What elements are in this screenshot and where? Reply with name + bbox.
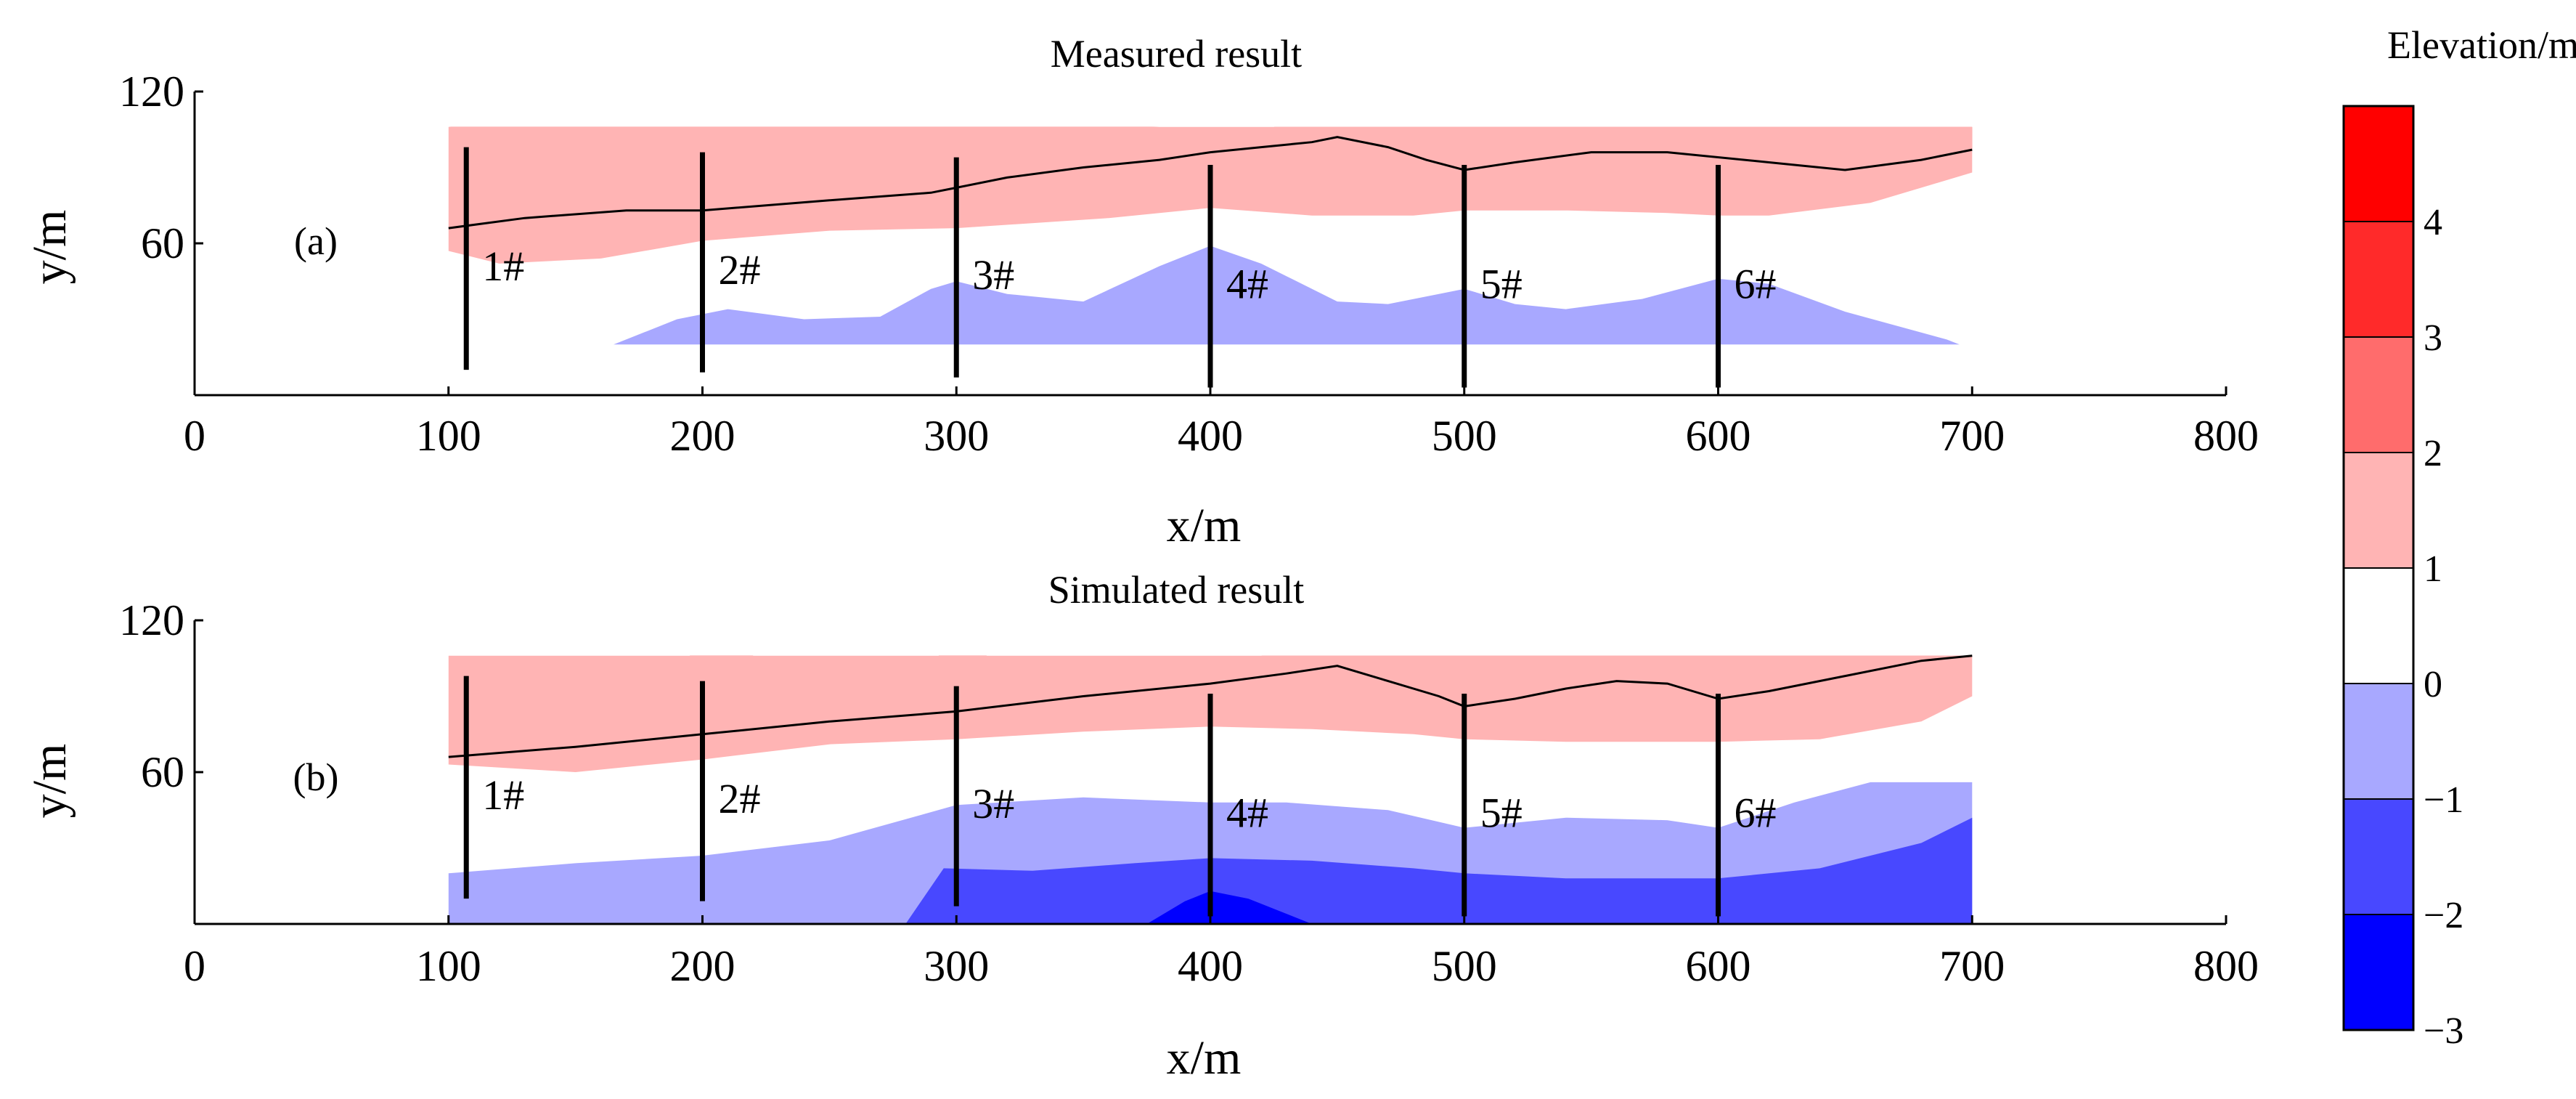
well-label: 3# <box>972 251 1014 299</box>
well-label: 4# <box>1226 789 1268 836</box>
contour-band <box>905 817 1973 924</box>
colorbar-segment <box>2344 222 2413 337</box>
x-tick-label: 0 <box>184 412 205 460</box>
colorbar-tick-label: −2 <box>2424 895 2463 936</box>
well-label: 3# <box>972 780 1014 827</box>
y-axis-label: y/m <box>23 744 76 819</box>
x-tick-label: 100 <box>416 942 481 990</box>
well-label: 6# <box>1735 789 1777 836</box>
x-tick-label: 300 <box>924 412 989 460</box>
colorbar-title: Elevation/m <box>2387 23 2576 67</box>
contour-band <box>1146 891 1312 924</box>
colorbar-segment <box>2344 684 2413 799</box>
panel-tag: (a) <box>294 219 338 263</box>
x-tick-label: 600 <box>1686 942 1751 990</box>
contour-band <box>614 246 1960 345</box>
y-tick-label: 60 <box>141 219 184 267</box>
y-tick-label: 120 <box>119 68 184 115</box>
colorbar-segment <box>2344 106 2413 222</box>
x-tick-label: 200 <box>670 942 735 990</box>
y-axis-label: y/m <box>23 210 76 285</box>
colorbar-tick-label: 0 <box>2424 664 2442 705</box>
well-label: 1# <box>482 243 524 290</box>
y-tick-label: 120 <box>119 596 184 644</box>
x-axis-label: x/m <box>1167 1031 1242 1084</box>
colorbar: Elevation/m 4 3 2 1 0 −1 −2 −3 <box>2342 23 2576 1052</box>
colorbar-segment <box>2344 453 2413 568</box>
well-label: 2# <box>719 775 761 822</box>
x-tick-label: 800 <box>2193 942 2259 990</box>
x-tick-label: 300 <box>924 942 989 990</box>
x-tick-label: 400 <box>1178 942 1243 990</box>
y-tick-label: 60 <box>141 748 184 796</box>
x-tick-label: 0 <box>184 942 205 990</box>
x-tick-label: 500 <box>1432 942 1497 990</box>
well-label: 6# <box>1735 260 1777 307</box>
colorbar-segment <box>2344 568 2413 684</box>
colorbar-tick-label: −1 <box>2424 779 2463 821</box>
colorbar-segment <box>2344 337 2413 453</box>
well-label: 2# <box>719 246 761 293</box>
well-label: 1# <box>482 771 524 819</box>
x-tick-label: 600 <box>1686 412 1751 460</box>
contour-line <box>448 136 1973 230</box>
well-label: 4# <box>1226 260 1268 307</box>
panel-simulated: Simulated result (b) x/m y/m 0 100 200 300 4… <box>23 568 2259 1084</box>
panel-tag: (b) <box>293 755 339 799</box>
colorbar-tick-label: 4 <box>2424 202 2442 243</box>
plot-area: 0 100 200 300 400 500 600 700 800 60 120 1# 2# 3# 4# 5#… <box>119 68 2259 460</box>
x-tick-label: 100 <box>416 412 481 460</box>
panel-measured: Measured result (a) x/m y/m 0 100 200 300 40… <box>23 32 2259 552</box>
contour-line <box>448 654 1973 758</box>
colorbar-segment <box>2344 915 2413 1030</box>
well-label: 5# <box>1480 789 1523 836</box>
panel-title: Simulated result <box>1048 568 1304 612</box>
x-tick-label: 500 <box>1432 412 1497 460</box>
x-axis-label: x/m <box>1167 499 1242 552</box>
well-label: 5# <box>1480 260 1523 307</box>
plot-area: 0 100 200 300 400 500 600 700 800 60 120 1# 2# 3# 4# 5#… <box>119 596 2259 990</box>
colorbar-tick-label: 2 <box>2424 433 2442 474</box>
x-tick-label: 400 <box>1178 412 1243 460</box>
x-tick-label: 200 <box>670 412 735 460</box>
colorbar-tick-label: 3 <box>2424 317 2442 359</box>
colorbar-tick-label: 1 <box>2424 548 2442 590</box>
x-tick-label: 700 <box>1939 412 2005 460</box>
colorbar-segment <box>2344 799 2413 915</box>
colorbar-tick-label: −3 <box>2424 1010 2463 1052</box>
x-tick-label: 800 <box>2193 412 2259 460</box>
x-tick-label: 700 <box>1939 942 2005 990</box>
panel-title: Measured result <box>1051 32 1302 76</box>
